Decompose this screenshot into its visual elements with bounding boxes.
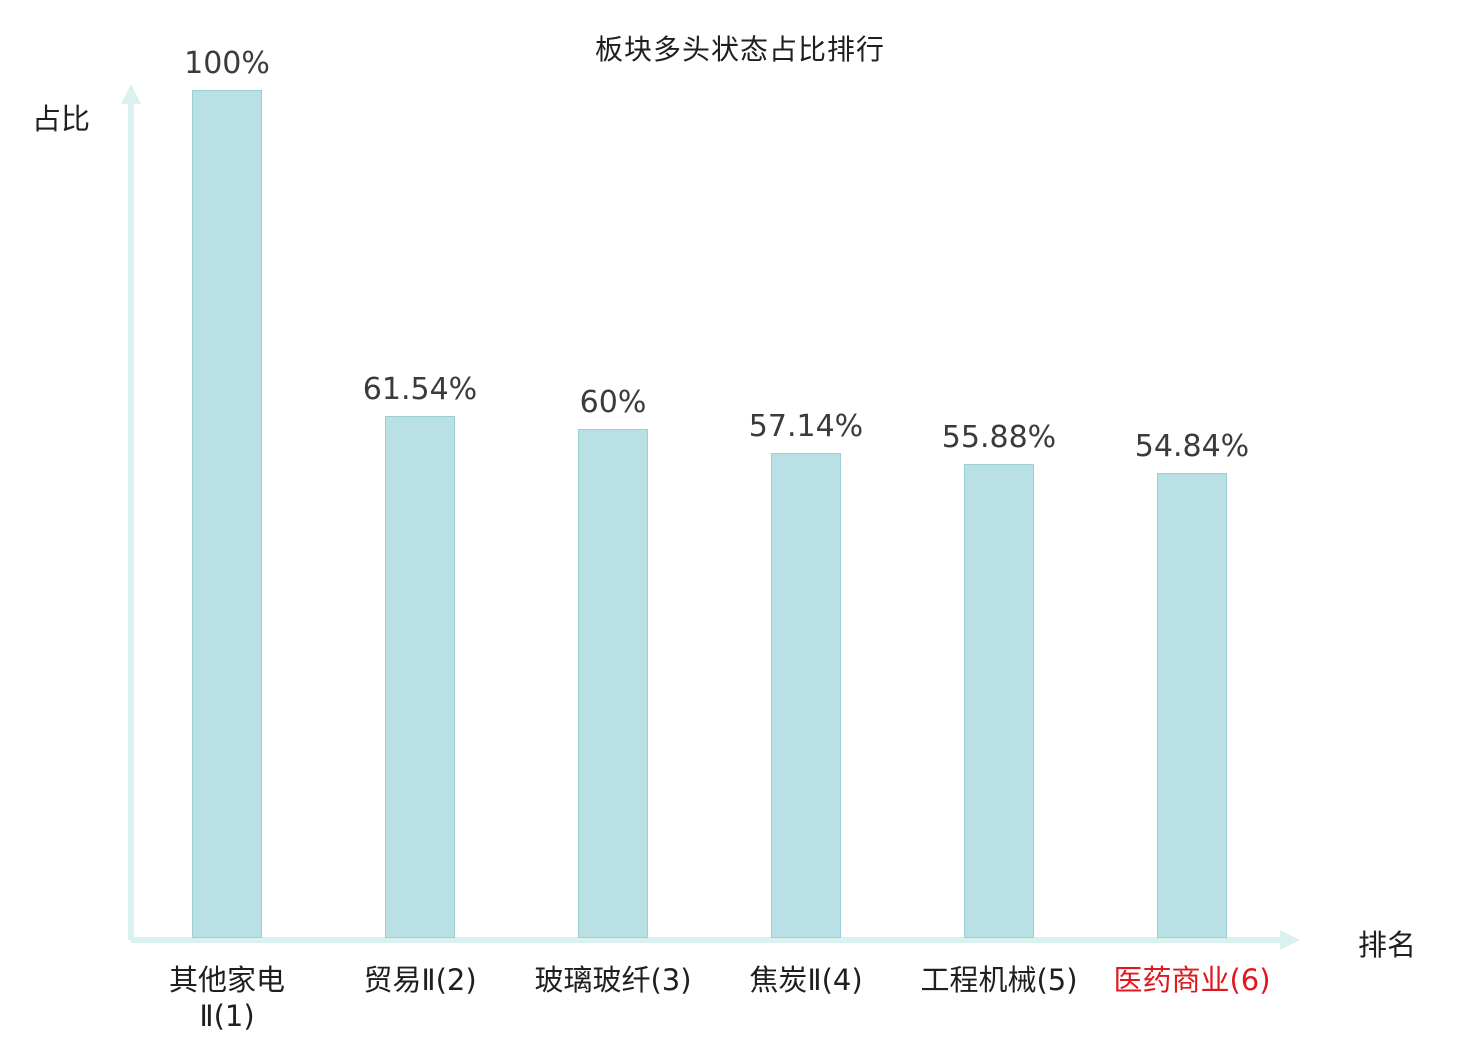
x-tick-label: 医药商业(6)	[1113, 963, 1271, 997]
bar	[578, 429, 648, 938]
x-tick-label: 焦炭Ⅱ(4)	[749, 963, 863, 997]
bar-value-label: 54.84%	[1134, 429, 1250, 464]
bar	[964, 464, 1034, 938]
bar-value-label: 61.54%	[362, 372, 478, 407]
chart-title: 板块多头状态占比排行	[594, 33, 885, 66]
bar	[1157, 473, 1227, 938]
x-tick-label: 贸易Ⅱ(2)	[363, 963, 477, 997]
bar	[192, 90, 262, 938]
y-axis-label: 占比	[32, 102, 91, 136]
y-axis-arrow-icon	[121, 84, 141, 104]
x-tick-label: 玻璃玻纤(3)	[534, 963, 692, 997]
bar	[771, 453, 841, 938]
bar-value-label: 60%	[579, 385, 647, 420]
x-tick-label: 其他家电 Ⅱ(1)	[168, 963, 285, 1034]
bar-value-label: 100%	[184, 46, 270, 81]
bar-value-label: 55.88%	[941, 420, 1057, 455]
x-axis-arrow-icon	[1280, 930, 1300, 950]
x-tick-label: 工程机械(5)	[920, 963, 1078, 997]
bar-value-label: 57.14%	[748, 409, 864, 444]
x-axis-label: 排名	[1358, 928, 1417, 962]
bar	[385, 416, 455, 938]
